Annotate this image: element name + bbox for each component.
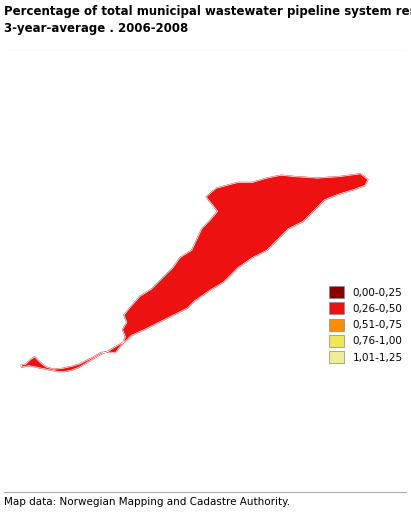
Text: Map data: Norwegian Mapping and Cadastre Authority.: Map data: Norwegian Mapping and Cadastre… <box>4 497 290 507</box>
Polygon shape <box>21 174 368 371</box>
Text: Percentage of total municipal wastewater pipeline system renewed,
3-year-average: Percentage of total municipal wastewater… <box>4 5 411 35</box>
Legend: 0,00-0,25, 0,26-0,50, 0,51-0,75, 0,76-1,00, 1,01-1,25: 0,00-0,25, 0,26-0,50, 0,51-0,75, 0,76-1,… <box>326 283 406 366</box>
